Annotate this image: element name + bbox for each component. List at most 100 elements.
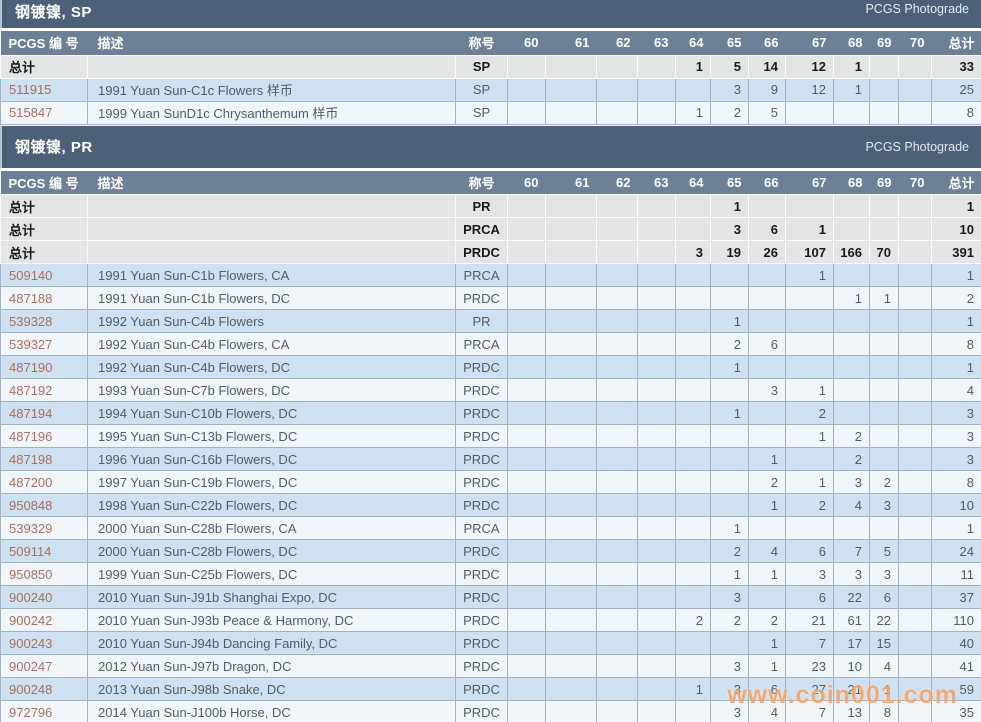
grade-63-count xyxy=(637,309,676,333)
pcgs-number-link[interactable]: 950848 xyxy=(0,493,88,517)
grade-68-count xyxy=(833,378,870,402)
grade-65-count: 5 xyxy=(710,54,749,79)
grade-69-count: 1 xyxy=(869,286,899,310)
grade-70-count xyxy=(898,516,932,540)
pcgs-number-link[interactable]: 511915 xyxy=(0,77,88,102)
row-total-cell: 8 xyxy=(931,100,981,125)
grade-61-count xyxy=(545,700,597,722)
grade-67-count xyxy=(785,447,834,471)
pcgs-number-link[interactable]: 509140 xyxy=(0,263,88,287)
grade-64-count xyxy=(675,194,711,218)
coin-description: 1991 Yuan Sun-C1b Flowers, CA xyxy=(87,263,456,287)
row-total-cell: 110 xyxy=(931,608,981,632)
grade-66-count: 9 xyxy=(748,77,786,102)
pcgs-number-link[interactable]: 900243 xyxy=(0,631,88,655)
grade-66-count: 1 xyxy=(748,562,786,586)
col-header-designation: 称号 xyxy=(455,31,508,55)
designation-cell: PRCA xyxy=(455,263,508,287)
photograde-link[interactable]: PCGS Photograde xyxy=(865,139,969,154)
grade-62-count xyxy=(596,539,638,563)
col-header-68: 68 xyxy=(833,170,870,195)
designation-cell: PRCA xyxy=(455,217,508,241)
pcgs-number-link[interactable]: 900248 xyxy=(0,677,88,701)
col-header-pcgs-number: PCGS 编 号 xyxy=(0,170,88,195)
pcgs-number-link[interactable]: 972796 xyxy=(0,700,88,722)
grade-67-count xyxy=(785,355,834,379)
grade-60-count xyxy=(507,355,546,379)
pcgs-number-link[interactable]: 487192 xyxy=(0,378,88,402)
pcgs-number-link[interactable]: 487194 xyxy=(0,401,88,425)
grade-61-count xyxy=(545,585,597,609)
grade-61-count xyxy=(545,516,597,540)
grade-62-count xyxy=(596,447,638,471)
col-header-64: 64 xyxy=(675,31,711,55)
coin-description xyxy=(87,194,456,218)
grade-60-count xyxy=(507,700,546,722)
grade-66-count: 26 xyxy=(748,240,786,264)
row-total-cell: 391 xyxy=(931,240,981,264)
designation-cell: PRDC xyxy=(455,608,508,632)
pcgs-number-link[interactable]: 487196 xyxy=(0,424,88,448)
pcgs-number-link[interactable]: 487198 xyxy=(0,447,88,471)
pcgs-number-link[interactable]: 487188 xyxy=(0,286,88,310)
grade-70-count xyxy=(898,562,932,586)
pcgs-number-link[interactable]: 487190 xyxy=(0,355,88,379)
grade-63-count xyxy=(637,194,676,218)
grade-67-count: 12 xyxy=(785,54,834,79)
pcgs-number-link[interactable]: 509114 xyxy=(0,539,88,563)
pcgs-number-link[interactable]: 539329 xyxy=(0,516,88,540)
grade-70-count xyxy=(898,470,932,494)
col-header-61: 61 xyxy=(545,31,597,55)
grade-70-count xyxy=(898,677,932,701)
grade-67-count xyxy=(785,100,834,125)
grade-68-count: 4 xyxy=(833,493,870,517)
pcgs-number-link[interactable]: 539327 xyxy=(0,332,88,356)
col-header-66: 66 xyxy=(748,170,786,195)
grade-62-count xyxy=(596,493,638,517)
grade-66-count xyxy=(748,516,786,540)
col-header-65: 65 xyxy=(710,170,749,195)
section-pr: 钢镀镍, PR PCGS Photograde PCGS 编 号描述 称号 60 61… xyxy=(0,125,981,722)
grade-60-count xyxy=(507,516,546,540)
designation-cell: PRCA xyxy=(455,516,508,540)
grade-63-count xyxy=(637,470,676,494)
grade-68-count xyxy=(833,355,870,379)
grade-64-count xyxy=(675,516,711,540)
grade-70-count xyxy=(898,332,932,356)
grade-67-count: 1 xyxy=(785,378,834,402)
grade-64-count: 1 xyxy=(675,677,711,701)
grade-64-count: 1 xyxy=(675,100,711,125)
table-header-row: PCGS 编 号描述 称号 60 61 62 63 64 65 66 67 68 69 70 总计 xyxy=(0,31,981,55)
grade-61-count xyxy=(545,286,597,310)
photograde-link[interactable]: PCGS Photograde xyxy=(865,2,969,16)
grade-66-count: 4 xyxy=(748,700,786,722)
grade-66-count: 6 xyxy=(748,217,786,241)
coin-description: 1999 Yuan SunD1c Chrysanthemum 样币 xyxy=(87,100,456,125)
grade-62-count xyxy=(596,700,638,722)
grade-67-count xyxy=(785,516,834,540)
coin-description: 2014 Yuan Sun-J100b Horse, DC xyxy=(87,700,456,722)
pcgs-number-link[interactable]: 900247 xyxy=(0,654,88,678)
pcgs-number-link[interactable]: 487200 xyxy=(0,470,88,494)
grade-68-count xyxy=(833,332,870,356)
designation-cell: PRDC xyxy=(455,700,508,722)
grade-63-count xyxy=(637,493,676,517)
pcgs-number-link[interactable]: 950850 xyxy=(0,562,88,586)
pcgs-number-link[interactable]: 900240 xyxy=(0,585,88,609)
grade-65-count xyxy=(710,631,749,655)
grade-65-count: 2 xyxy=(710,608,749,632)
pcgs-number-link[interactable]: 539328 xyxy=(0,309,88,333)
grade-70-count xyxy=(898,700,932,722)
total-row-label: 总计 xyxy=(0,217,88,241)
table-row: 900242 2010 Yuan Sun-J93b Peace & Harmony… xyxy=(0,608,981,632)
designation-cell: PRDC xyxy=(455,493,508,517)
grade-63-count xyxy=(637,654,676,678)
pcgs-number-link[interactable]: 900242 xyxy=(0,608,88,632)
row-total-cell: 1 xyxy=(931,355,981,379)
grade-66-count: 3 xyxy=(748,378,786,402)
pcgs-number-link[interactable]: 515847 xyxy=(0,100,88,125)
row-total-cell: 3 xyxy=(931,401,981,425)
grade-68-count: 7 xyxy=(833,539,870,563)
grade-63-count xyxy=(637,447,676,471)
grade-70-count xyxy=(898,401,932,425)
